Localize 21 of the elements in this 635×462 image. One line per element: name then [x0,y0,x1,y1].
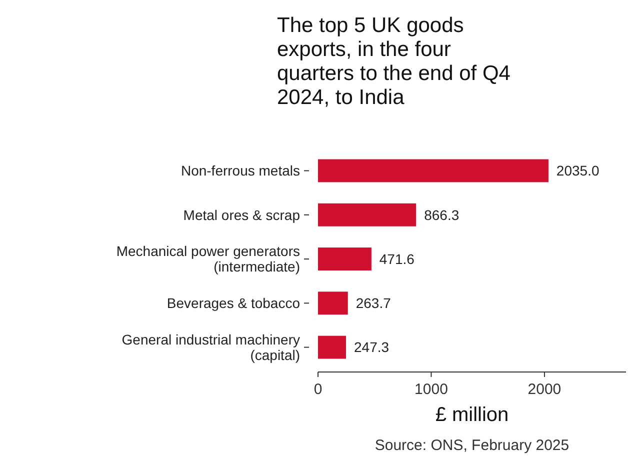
y-tick-label: Metal ores & scrap [183,206,300,223]
bar [318,336,346,359]
y-tick-label: Beverages & tobacco [166,295,300,312]
bar [318,292,348,315]
data-label: 247.3 [354,339,390,356]
x-tick-label: 2000 [528,381,562,398]
source-note: Source: ONS, February 2025 [374,437,570,454]
y-tick-label: General industrial machinery (capital) [122,331,300,363]
x-tick-label: 0 [314,381,322,398]
data-label: 471.6 [379,250,415,267]
bar [318,248,372,270]
data-label: 263.7 [356,295,392,312]
bar [318,159,548,182]
y-tick-label: Mechanical power generators (intermediate) [116,243,300,275]
bar [318,203,416,226]
data-label: 2035.0 [556,162,600,179]
x-tick-label: 1000 [414,381,448,398]
chart-title: The top 5 UK goods exports, in the four quarters to the end of Q4 2024, to India [277,14,511,109]
y-tick-label: Non-ferrous metals [180,162,300,179]
x-axis-title: £ million [435,404,509,426]
data-label: 866.3 [424,206,460,223]
